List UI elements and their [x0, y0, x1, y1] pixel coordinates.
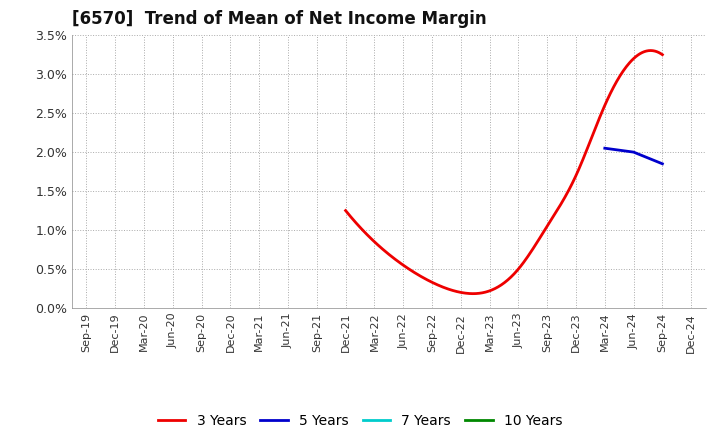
- Text: [6570]  Trend of Mean of Net Income Margin: [6570] Trend of Mean of Net Income Margi…: [72, 10, 487, 28]
- Legend: 3 Years, 5 Years, 7 Years, 10 Years: 3 Years, 5 Years, 7 Years, 10 Years: [152, 408, 568, 433]
